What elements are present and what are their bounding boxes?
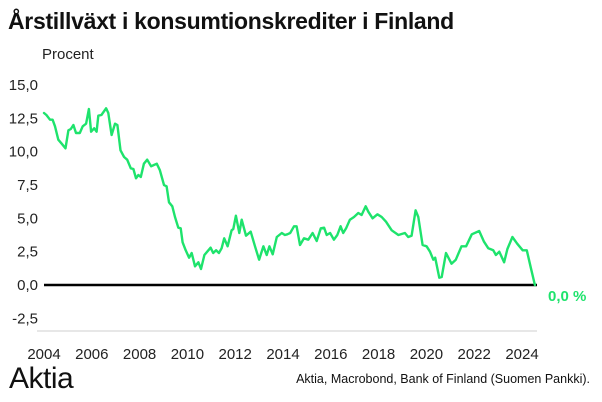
x-tick-label: 2006 bbox=[75, 346, 108, 363]
y-tick-label: 5,0 bbox=[17, 210, 38, 227]
end-value-label: 0,0 % bbox=[548, 288, 586, 305]
x-tick-label: 2018 bbox=[362, 346, 395, 363]
x-tick-label: 2004 bbox=[27, 346, 60, 363]
x-tick-label: 2016 bbox=[314, 346, 347, 363]
y-tick-label: 7,5 bbox=[17, 177, 38, 194]
y-tick-label: 12,5 bbox=[9, 110, 38, 127]
y-tick-label: 15,0 bbox=[9, 77, 38, 94]
chart-title: Årstillväxt i konsumtionskrediter i Finl… bbox=[8, 8, 454, 34]
x-tick-label: 2008 bbox=[123, 346, 156, 363]
y-tick-label: 10,0 bbox=[9, 144, 38, 161]
x-tick-label: 2024 bbox=[505, 346, 538, 363]
x-tick-label: 2012 bbox=[219, 346, 252, 363]
y-tick-label: -2,5 bbox=[12, 310, 38, 327]
x-tick-label: 2022 bbox=[458, 346, 491, 363]
source-note: Aktia, Macrobond, Bank of Finland (Suome… bbox=[296, 372, 590, 386]
y-axis-label: Procent bbox=[42, 46, 94, 63]
aktia-logo: Aktia bbox=[9, 362, 74, 395]
y-tick-label: 2,5 bbox=[17, 244, 38, 261]
x-tick-label: 2014 bbox=[266, 346, 299, 363]
x-tick-label: 2020 bbox=[410, 346, 443, 363]
y-tick-label: 0,0 bbox=[17, 277, 38, 294]
series-line bbox=[42, 107, 537, 287]
x-tick-label: 2010 bbox=[171, 346, 204, 363]
